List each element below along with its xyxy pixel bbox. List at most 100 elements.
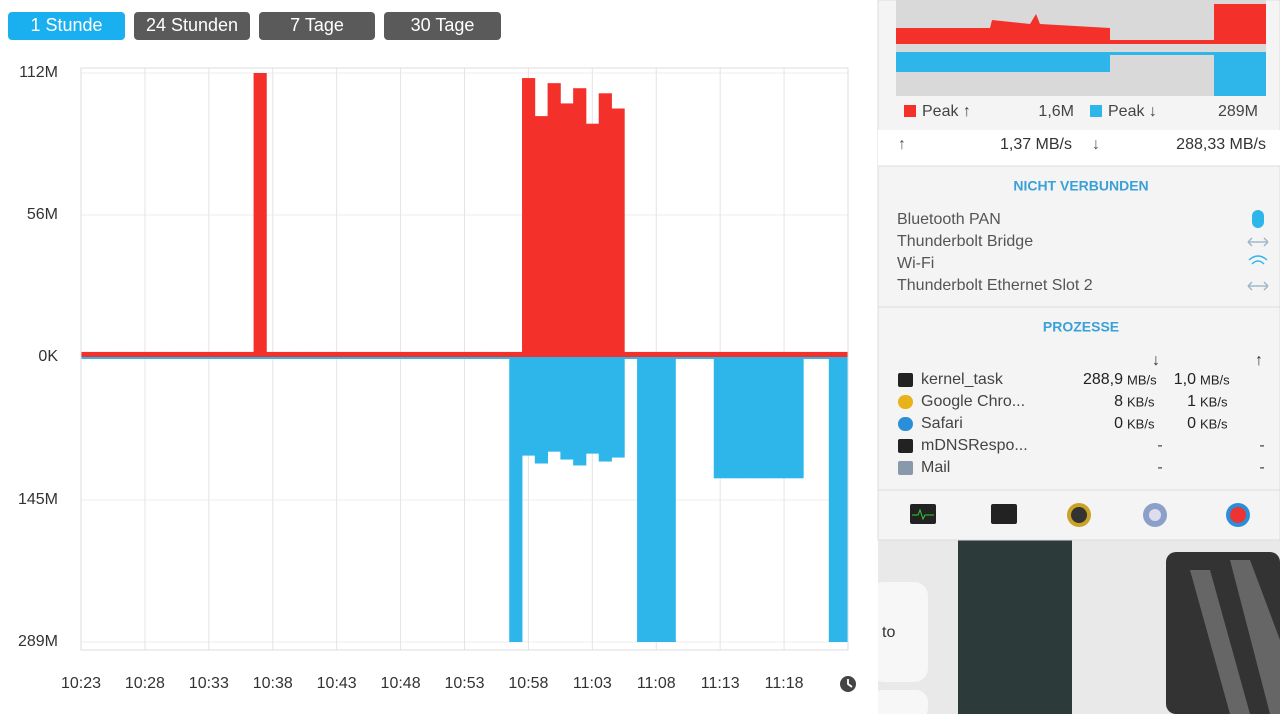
- area-column: [573, 357, 587, 466]
- area-column: [534, 116, 548, 357]
- process-down-unit: KB/s: [1127, 394, 1155, 409]
- x-tick-label: 10:43: [317, 675, 357, 692]
- process-up: -: [1259, 437, 1264, 454]
- area-column: [138, 357, 152, 359]
- area-column: [304, 351, 318, 357]
- message-bubble: [870, 690, 928, 719]
- area-column: [675, 357, 689, 359]
- area-column: [713, 357, 727, 479]
- area-column: [522, 78, 536, 358]
- area-column: [125, 351, 139, 357]
- area-column: [803, 351, 817, 357]
- area-column: [151, 357, 165, 359]
- process-down: -: [1157, 437, 1162, 454]
- area-column: [189, 357, 203, 359]
- area-column: [151, 351, 165, 357]
- area-column: [202, 351, 216, 357]
- process-up: -: [1259, 459, 1264, 476]
- area-column: [317, 357, 331, 359]
- area-column: [279, 357, 293, 359]
- process-icon: [898, 395, 913, 409]
- area-column: [496, 351, 510, 357]
- area-column: [585, 123, 600, 357]
- area-column: [189, 351, 203, 357]
- plot-border: [80, 67, 849, 651]
- process-up: 1: [1187, 393, 1196, 410]
- area-column: [637, 351, 651, 357]
- area-column: [125, 357, 139, 359]
- area-column: [445, 351, 459, 357]
- message-bubble: [870, 582, 928, 682]
- x-tick-label: 10:33: [189, 675, 229, 692]
- interface-icons: [1247, 210, 1269, 291]
- area-column: [841, 351, 849, 357]
- area-column: [87, 357, 101, 359]
- area-column: [803, 357, 817, 359]
- rates-row: [878, 130, 1280, 166]
- mini-download-area: [896, 52, 1266, 96]
- area-column: [406, 351, 421, 357]
- process-icon: [898, 461, 913, 475]
- area-column: [637, 357, 651, 642]
- area-column: [598, 93, 612, 358]
- section-title: NICHT VERBUNDEN: [1013, 178, 1148, 194]
- tab-label: 24 Stunden: [146, 15, 238, 35]
- area-column: [470, 357, 485, 359]
- area-column: [381, 351, 395, 357]
- tab[interactable]: [384, 12, 501, 40]
- process-icon: [898, 417, 913, 431]
- message-text: to: [882, 624, 895, 641]
- x-tick-label: 10:38: [253, 675, 293, 692]
- area-column: [112, 357, 127, 359]
- desktop-image-pattern: [1190, 560, 1280, 714]
- area-column: [215, 351, 229, 357]
- area-column: [777, 351, 791, 357]
- area-column: [828, 351, 843, 357]
- y-tick-label: 145M: [18, 491, 58, 508]
- x-tick-label: 10:58: [508, 675, 548, 692]
- area-column: [688, 357, 702, 359]
- area-column: [534, 357, 548, 464]
- process-up: 1,0: [1174, 371, 1196, 388]
- process-down: -: [1157, 459, 1162, 476]
- process-down: 288,9: [1083, 371, 1123, 388]
- legend-swatch: [904, 105, 916, 117]
- process-up-unit: MB/s: [1200, 372, 1230, 387]
- area-column: [419, 351, 433, 357]
- area-column: [841, 357, 849, 642]
- area-column: [752, 357, 766, 479]
- tab-label: 7 Tage: [290, 15, 344, 35]
- area-column: [777, 357, 791, 479]
- y-tick-label: 289M: [18, 633, 58, 650]
- x-tick-label: 11:13: [701, 675, 740, 692]
- area-column: [560, 357, 574, 460]
- area-column: [764, 351, 779, 357]
- area-column: [662, 351, 676, 357]
- legend-label: Peak ↑: [922, 103, 971, 120]
- area-column: [253, 357, 267, 359]
- legend-value: 1,6M: [1038, 103, 1074, 120]
- tab-label: 1 Stunde: [30, 15, 102, 35]
- area-column: [176, 357, 191, 359]
- process-down: 0: [1114, 415, 1123, 432]
- process-icon: [898, 373, 913, 387]
- area-column: [458, 351, 472, 357]
- area-column: [202, 357, 216, 359]
- area-column: [509, 351, 523, 357]
- tab[interactable]: [259, 12, 375, 40]
- tab[interactable]: [134, 12, 250, 40]
- process-name: Mail: [921, 459, 950, 476]
- process-name: Safari: [921, 415, 963, 432]
- area-column: [406, 357, 421, 359]
- tab[interactable]: [8, 12, 125, 40]
- area-column: [496, 357, 510, 359]
- area-column: [624, 357, 638, 359]
- legend-value: 289M: [1218, 103, 1258, 120]
- area-column: [381, 357, 395, 359]
- area-column: [368, 357, 382, 359]
- mini-upload-area: [896, 4, 1266, 44]
- area-column: [279, 351, 293, 357]
- process-icon: [898, 439, 913, 453]
- area-column: [81, 357, 88, 359]
